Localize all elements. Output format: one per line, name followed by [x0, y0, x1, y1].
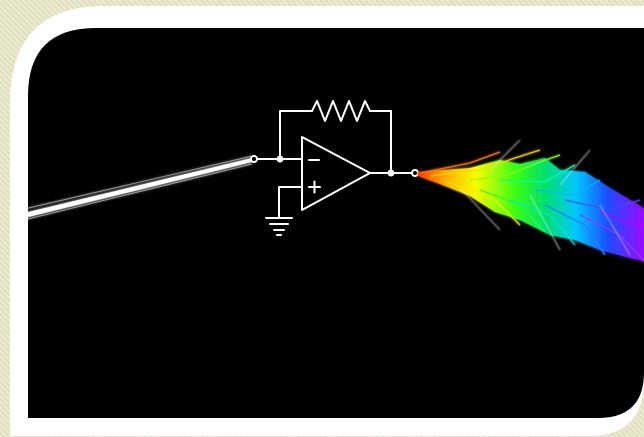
output-junction [387, 169, 395, 177]
rainbow-spectrum [418, 139, 644, 263]
feedback-resistor [311, 100, 371, 122]
opamp-triangle [301, 136, 371, 211]
output-node [411, 169, 419, 177]
feedback-wire-left [279, 110, 313, 160]
ground-symbol [265, 217, 293, 236]
ground-wire [278, 186, 303, 219]
opamp-circuit [250, 100, 419, 236]
feedback-wire-right [369, 110, 392, 174]
white-beam [28, 155, 253, 222]
black-panel [28, 28, 644, 418]
